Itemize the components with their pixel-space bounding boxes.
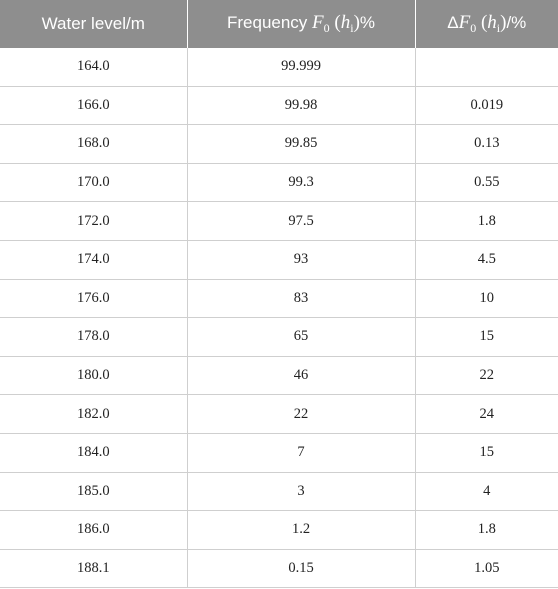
- table-cell: 180.0: [0, 356, 188, 396]
- table-cell: 7: [187, 433, 416, 473]
- header-text: (: [329, 12, 341, 33]
- table-cell: 24: [415, 394, 558, 434]
- table-cell: 182.0: [0, 394, 188, 434]
- table-cell: 0.55: [415, 163, 558, 203]
- table-cell: 83: [187, 279, 416, 319]
- table-cell: 99.85: [187, 124, 416, 164]
- table-cell: 65: [187, 317, 416, 357]
- table-row: 166.0 99.98 0.019: [0, 86, 558, 126]
- header-text: i: [350, 21, 354, 35]
- table-cell: 168.0: [0, 124, 188, 164]
- table-cell: 1.8: [415, 510, 558, 550]
- table-cell: 97.5: [187, 201, 416, 241]
- table-cell: 46: [187, 356, 416, 396]
- table-cell: 184.0: [0, 433, 188, 473]
- table-cell: 22: [415, 356, 558, 396]
- table-row: 180.0 46 22: [0, 356, 558, 396]
- table-cell: 10: [415, 279, 558, 319]
- empty-cell: [415, 48, 558, 87]
- header-text: Frequency: [226, 13, 313, 32]
- table-cell: 15: [415, 433, 558, 473]
- header-text: ): [353, 12, 360, 33]
- table-cell: 99.999: [187, 48, 416, 87]
- table-cell: 170.0: [0, 163, 188, 203]
- header-text: F: [312, 12, 324, 33]
- header-text: 0: [323, 21, 330, 35]
- table-row: 182.0 22 24: [0, 394, 558, 434]
- table-cell: 185.0: [0, 472, 188, 512]
- table-cell: 99.3: [187, 163, 416, 203]
- header-text: ): [500, 12, 507, 33]
- header-text: 0: [470, 21, 477, 35]
- table-cell: 1.8: [415, 201, 558, 241]
- header-cell: Water level/m: [0, 0, 188, 48]
- header-text: Water level/m: [41, 14, 145, 33]
- table-cell: 99.98: [187, 86, 416, 126]
- header-text: F: [458, 12, 471, 33]
- header-cell: Frequency F0 (hi)%: [187, 0, 416, 48]
- table-body: 164.0 99.999 166.0 99.98 0.019 168.0 99.85 0.13…: [0, 48, 558, 589]
- header-text: Δ: [447, 13, 459, 32]
- table-row: 174.0 93 4.5: [0, 240, 558, 280]
- table-row: 172.0 97.5 1.8: [0, 201, 558, 241]
- header-text: /%: [506, 13, 527, 32]
- header-text: h: [340, 12, 351, 33]
- table-row: 184.0 7 15: [0, 433, 558, 473]
- header-text: %: [359, 13, 376, 32]
- table-cell: 3: [187, 472, 416, 512]
- table-cell: 174.0: [0, 240, 188, 280]
- header-text: (: [476, 12, 488, 33]
- table-row: 170.0 99.3 0.55: [0, 163, 558, 203]
- table-cell: 164.0: [0, 48, 188, 87]
- table-row: 164.0 99.999: [0, 48, 558, 87]
- table-cell: 1.05: [415, 549, 558, 589]
- table-cell: 4: [415, 472, 558, 512]
- table-cell: 1.2: [187, 510, 416, 550]
- table-cell: 4.5: [415, 240, 558, 280]
- table-cell: 0.019: [415, 86, 558, 126]
- table-cell: 172.0: [0, 201, 188, 241]
- table-cell: 22: [187, 394, 416, 434]
- table-row: 178.0 65 15: [0, 317, 558, 357]
- table-cell: 176.0: [0, 279, 188, 319]
- table-row: 188.1 0.15 1.05: [0, 549, 558, 589]
- table-cell: 15: [415, 317, 558, 357]
- table-cell: 0.13: [415, 124, 558, 164]
- header-text: h: [487, 12, 497, 33]
- table-cell: 0.15: [187, 549, 416, 589]
- table-cell: 178.0: [0, 317, 188, 357]
- table-cell: 166.0: [0, 86, 188, 126]
- table-cell: 188.1: [0, 549, 188, 589]
- table-row: 168.0 99.85 0.13: [0, 124, 558, 164]
- table-cell: 186.0: [0, 510, 188, 550]
- table-row: 185.0 3 4: [0, 472, 558, 512]
- table-row: 186.0 1.2 1.8: [0, 510, 558, 550]
- table-cell: 93: [187, 240, 416, 280]
- header-row: Water level/m Frequency F0 (hi)% ΔF0 (hi)/…: [0, 0, 558, 48]
- header-cell: ΔF0 (hi)/%: [415, 0, 558, 48]
- header-text: i: [496, 21, 501, 35]
- table-row: 176.0 83 10: [0, 279, 558, 319]
